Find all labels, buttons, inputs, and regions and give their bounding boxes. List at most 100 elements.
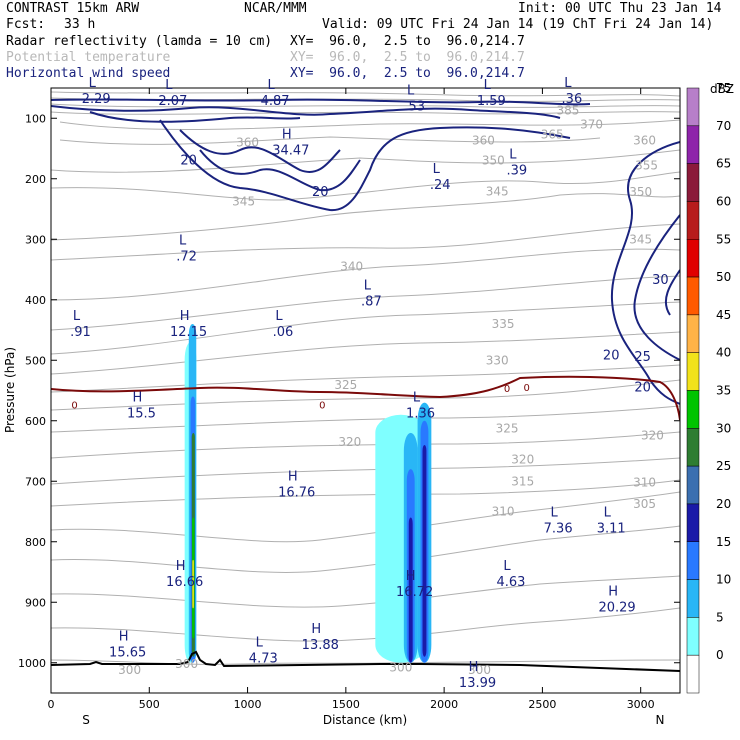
extremum-value: .06 [273, 325, 294, 340]
colorbar-swatch [686, 465, 700, 505]
extremum-type: L [267, 78, 275, 93]
theta-label: 300 [468, 663, 491, 677]
extremum-type: L [256, 636, 264, 651]
extremum-value: 20.29 [598, 600, 635, 615]
x-axis-title: Distance (km) [323, 713, 407, 727]
colorbar-label: 60 [716, 194, 731, 208]
extremum-value: 4.63 [496, 575, 525, 590]
y-tick-label: 800 [25, 536, 46, 549]
theta-label: 300 [118, 663, 141, 677]
wind-label: 25 [634, 350, 651, 365]
field-reflectivity-xy: XY= 96.0, 2.5 to 96.0,214.7 [290, 34, 525, 49]
extremum-type: L [275, 309, 283, 324]
theta-label: 325 [496, 422, 519, 436]
x-axis: 0 500 1000 1500 2000 2500 3000 [48, 88, 655, 711]
colorbar-label: 55 [716, 232, 731, 246]
extremum-value: .91 [70, 325, 91, 340]
colorbar-label: 50 [716, 270, 731, 284]
y-tick-label: 700 [25, 475, 46, 488]
wind-label: 0 [319, 400, 325, 411]
field-wind-xy: XY= 96.0, 2.5 to 96.0,214.7 [290, 66, 525, 81]
theta-label: 330 [486, 353, 509, 367]
extremum-type: H [282, 127, 292, 142]
theta-label: 360 [236, 135, 259, 149]
zero-wind-line [51, 375, 680, 421]
extremum-type: H [406, 569, 416, 584]
radar-cell-5 [192, 559, 194, 609]
model-title: CONTRAST 15km ARW [6, 1, 140, 16]
extremum-value: .39 [507, 163, 528, 178]
wind-label: 30 [652, 273, 669, 288]
extremum-type: H [469, 660, 479, 675]
theta-label: 385 [557, 103, 580, 117]
extremum-type: L [564, 76, 572, 91]
wind-label: 0 [504, 384, 510, 395]
y-tick-label: 1000 [18, 657, 46, 670]
wind-label: 0 [71, 400, 77, 411]
extremum-value: 13.88 [302, 638, 339, 653]
colorbar-swatch [686, 352, 700, 391]
wind-label: 20 [180, 154, 197, 169]
field-wind: Horizontal wind speed [6, 66, 171, 81]
extremum-value: 2.07 [158, 94, 187, 109]
extremum-value: .87 [361, 295, 382, 310]
extremum-type: L [179, 233, 187, 248]
extremum-type: L [413, 391, 421, 406]
south-label: S [82, 713, 90, 727]
extremum-value: .36 [562, 92, 583, 107]
extremum-type: L [364, 279, 372, 294]
theta-label: 360 [633, 134, 656, 148]
theta-label: 360 [472, 134, 495, 148]
colorbar-label: 15 [716, 535, 731, 549]
wind-label: 20 [634, 380, 651, 395]
extremum-value: 4.87 [261, 94, 290, 109]
wind-speed-contours [51, 98, 680, 405]
theta-label: 300 [389, 661, 412, 675]
colorbar-swatch [686, 541, 700, 580]
theta-label: 350 [629, 185, 652, 199]
y-tick-label: 400 [25, 294, 46, 307]
plot-frame [50, 87, 681, 694]
colorbar-unit: dBZ [710, 82, 734, 96]
y-tick-label: 100 [25, 112, 46, 125]
theta-label: 310 [633, 475, 656, 489]
theta-label: 320 [511, 452, 534, 466]
x-tick-label: 500 [139, 698, 160, 711]
extremum-value: .72 [176, 249, 197, 264]
extremum-value: 16.66 [166, 575, 203, 590]
field-theta-xy: XY= 96.0, 2.5 to 96.0,214.7 [290, 50, 525, 65]
extremum-value: 2.29 [82, 92, 111, 107]
y-tick-label: 200 [25, 173, 46, 186]
extremum-type: L [503, 559, 511, 574]
colorbar-label: 0 [716, 648, 724, 662]
colorbar-label: 75 [716, 81, 731, 95]
valid-time: Valid: 09 UTC Fri 24 Jan 14 (19 ChT Fri … [322, 17, 714, 32]
x-tick-label: 1000 [234, 698, 262, 711]
colorbar-label: 20 [716, 497, 731, 511]
theta-label: 325 [334, 378, 357, 392]
colorbar-label: 35 [716, 384, 731, 398]
theta-label: 340 [340, 259, 363, 273]
extremum-value: 16.76 [278, 485, 315, 500]
radar-reflectivity-cells [184, 323, 432, 663]
x-tick-label: 2000 [430, 698, 458, 711]
extremum-type: L [484, 78, 492, 93]
extrema-labels: L2.29L2.07L4.87L.53L1.59L.36H34.47L.24L.… [70, 76, 636, 691]
colorbar-label: 30 [716, 421, 731, 435]
forecast-label: Fcst: [6, 17, 46, 32]
colorbar-swatch [686, 579, 700, 618]
forecast-hour: 33 h [64, 17, 96, 32]
extremum-type: H [133, 391, 143, 406]
extremum-value: 7.36 [544, 522, 573, 537]
colorbar-swatch [686, 201, 700, 240]
extremum-type: L [89, 76, 97, 91]
colorbar-swatch [686, 314, 700, 353]
y-tick-label: 600 [25, 415, 46, 428]
extremum-type: L [509, 147, 517, 162]
extremum-type: H [311, 622, 321, 637]
colorbar-swatch [686, 390, 700, 429]
extremum-value: .24 [430, 178, 451, 193]
theta-label: 365 [541, 128, 564, 142]
